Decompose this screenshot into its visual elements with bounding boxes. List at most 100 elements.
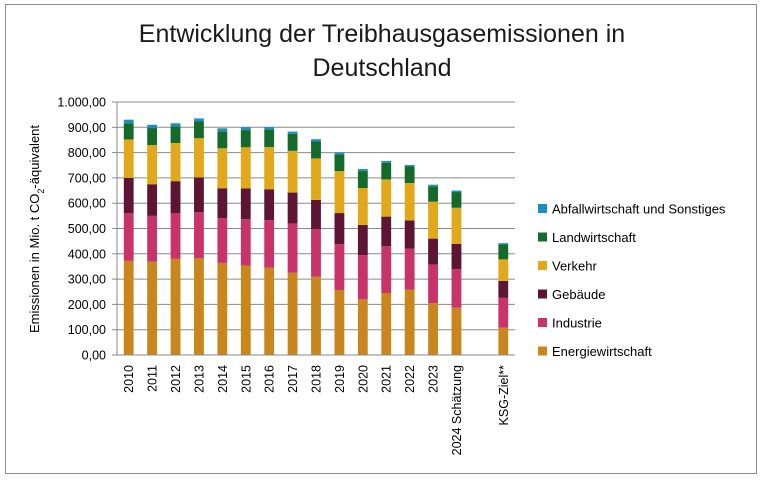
bar-segment [357, 224, 368, 256]
y-tick-label: 900,00 [68, 121, 106, 135]
bar-segment [217, 262, 228, 355]
bar-segment [451, 207, 462, 244]
bar-segment [170, 213, 181, 259]
y-tick-label: 200,00 [68, 298, 106, 312]
bar-segment [404, 289, 415, 355]
bar-segment [194, 212, 204, 259]
x-tick-label: 2016 [263, 365, 277, 393]
bar-segment [194, 121, 204, 139]
bar-segment [334, 152, 345, 155]
bar-segment [217, 148, 228, 189]
bar-segment [428, 186, 438, 202]
bar-segment [357, 171, 368, 189]
y-tick-label: 1.000,00 [57, 96, 106, 110]
bar-segment [170, 142, 181, 182]
bar-segment [123, 260, 134, 355]
bar-segment [381, 246, 392, 294]
y-tick-label: 500,00 [68, 222, 106, 236]
gridlines [117, 101, 515, 331]
y-axis-title-main: Emissionen in Mio. t CO [27, 194, 42, 333]
y-tick-label: 700,00 [68, 171, 106, 185]
bar-segment [381, 293, 392, 355]
bar-segment [357, 188, 368, 225]
y-tick-label: 0,00 [82, 349, 106, 363]
legend-swatch [538, 346, 547, 356]
bar-segment [451, 269, 462, 308]
x-tick-label: 2015 [239, 365, 253, 393]
bar-segment [428, 238, 438, 265]
chart-title-line-2: Deutschland [313, 54, 452, 82]
bar-segment [264, 127, 275, 130]
bar-segment [170, 123, 181, 127]
bar-segment [334, 154, 345, 172]
bar-segment [357, 169, 368, 172]
bar-segment [381, 162, 392, 180]
bar-segment [264, 267, 275, 355]
bar-segment [311, 158, 321, 200]
bar-segment [217, 128, 228, 132]
bar-segment [170, 258, 181, 355]
bar-segment [217, 188, 228, 219]
bar-segment [194, 138, 204, 178]
bar-segment [451, 190, 462, 193]
chart-title-line-1: Entwicklung der Treibhausgasemissionen i… [139, 20, 625, 48]
bar-segment [287, 131, 298, 134]
bar-segment [357, 255, 368, 300]
bar-segment [357, 299, 368, 355]
bar-segment [311, 229, 321, 277]
bar-segment [287, 223, 298, 273]
bar-segment [147, 215, 158, 262]
x-tick-label: 2013 [192, 365, 206, 393]
bar-segment [194, 258, 204, 355]
legend-swatch [538, 289, 547, 299]
bar-segment [147, 184, 158, 216]
bar-segment [123, 119, 134, 124]
bar-segment [404, 248, 415, 290]
bar-segment [428, 264, 438, 304]
legend-swatch [538, 318, 547, 327]
bar-segment [311, 199, 321, 230]
legend-label: Landwirtschaft [552, 230, 636, 245]
y-tick-label: 600,00 [68, 197, 106, 211]
bar-segment [240, 127, 251, 131]
bar-segment [334, 289, 345, 355]
x-tick-label: 2011 [146, 365, 160, 392]
bar-segment [123, 123, 134, 140]
x-tick-label: 2020 [356, 365, 370, 393]
bar-segment [498, 259, 509, 281]
legend-swatch [538, 261, 547, 270]
x-tick-label: 2014 [216, 365, 230, 393]
bar-segment [498, 280, 509, 298]
bar-segment [311, 276, 321, 355]
bar-segment [240, 265, 251, 355]
legend-swatch [538, 232, 547, 242]
bar-segment [123, 139, 134, 178]
x-tick-label: 2024 Schätzung [450, 365, 464, 455]
y-tick-label: 800,00 [68, 146, 106, 160]
legend-label: Abfallwirtschaft und Sonstiges [552, 202, 726, 217]
bar-segment [217, 131, 228, 149]
y-axis-title-subscript: 2 [36, 189, 46, 194]
bar-segment [123, 177, 134, 214]
bar-segment [428, 303, 438, 355]
bar-segment [498, 297, 509, 328]
y-tick-label: 400,00 [68, 247, 106, 261]
bar-segment [147, 128, 158, 146]
bar-segment [404, 164, 415, 167]
bar-segment [240, 147, 251, 189]
bar-segment [264, 147, 275, 190]
bar-segment [287, 272, 298, 355]
bar-segment [404, 166, 415, 183]
legend-label: Industrie [552, 316, 602, 331]
bar-segment [428, 184, 438, 187]
x-tick-label: 2012 [169, 365, 183, 393]
bar-segment [334, 244, 345, 290]
axes: 0,00 100,00 200,00 300,00 400,00 500,00 600,00… [57, 96, 515, 455]
bar-segment [147, 124, 158, 129]
x-tick-label: 2022 [403, 365, 417, 393]
bar-segment [381, 179, 392, 217]
bar-segment [264, 129, 275, 148]
bar-segment [264, 220, 275, 268]
x-tick-label: KSG-Ziel** [497, 365, 511, 426]
